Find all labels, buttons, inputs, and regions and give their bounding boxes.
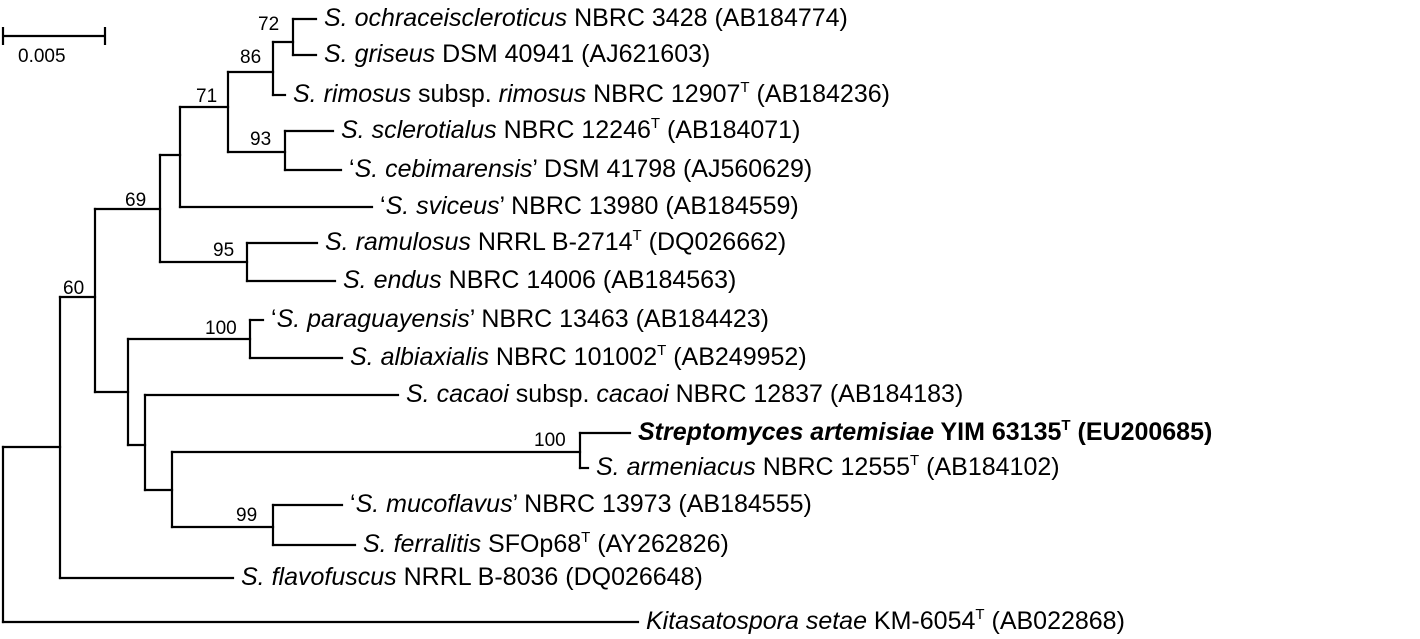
- bootstrap-values: 72 86 71 93 69 95 60 100 100 99: [63, 14, 566, 526]
- taxon-species: S. armeniacus: [596, 453, 756, 481]
- taxon-species: Streptomyces artemisiae: [638, 418, 934, 446]
- bootstrap-value: 69: [125, 190, 146, 211]
- taxon-strain: DSM 40941: [435, 40, 574, 68]
- taxon-strain: SFOp68: [481, 530, 581, 558]
- taxon-species: S. albiaxialis: [350, 343, 489, 371]
- taxon-strain: NRRL B-2714: [471, 228, 633, 256]
- taxon-accession: (AY262826): [590, 530, 729, 558]
- taxon-accession: (AB184102): [919, 453, 1059, 481]
- taxon-label-mucoflavus: ‘S. mucoflavus’ NBRC 13973 (AB184555): [350, 490, 812, 518]
- taxon-strain: NBRC 13973: [517, 490, 671, 518]
- type-strain-marker: T: [1061, 417, 1070, 434]
- taxon-accession: (DQ026662): [642, 228, 787, 256]
- taxon-accession: (AB184559): [658, 192, 798, 220]
- taxon-accession: (AB249952): [666, 343, 806, 371]
- taxon-strain: NBRC 12837: [669, 380, 823, 408]
- taxon-label-paraguayensis: ‘S. paraguayensis’ NBRC 13463 (AB184423): [271, 305, 769, 333]
- taxon-subspecies: rimosus: [499, 80, 587, 108]
- taxon-species: S. sviceus: [386, 192, 500, 220]
- taxon-species: S. sclerotialus: [341, 116, 497, 144]
- type-strain-marker: T: [740, 79, 749, 96]
- type-strain-marker: T: [581, 529, 590, 546]
- type-strain-marker: T: [975, 606, 984, 623]
- scale-bar: 0.005: [1, 27, 107, 67]
- taxon-label-ramulosus: S. ramulosus NRRL B-2714T (DQ026662): [325, 227, 786, 256]
- taxon-label-ochraceiscleroticus: S. ochraceiscleroticus NBRC 3428 (AB1847…: [324, 4, 848, 32]
- bootstrap-value: 100: [205, 318, 237, 339]
- bootstrap-value: 99: [236, 505, 257, 526]
- taxon-species: S. ferralitis: [363, 530, 481, 558]
- taxon-strain: NBRC 101002: [489, 343, 657, 371]
- taxon-accession: (AB184555): [671, 490, 811, 518]
- taxon-label-artemisiae: Streptomyces artemisiae YIM 63135T (EU20…: [638, 417, 1212, 446]
- taxon-accession: (AB184183): [823, 380, 963, 408]
- taxon-species: Kitasatospora setae: [646, 607, 867, 635]
- taxon-accession: (AB184774): [708, 4, 848, 32]
- taxon-subspecies-marker: subsp.: [509, 380, 597, 408]
- taxon-species: S. rimosus: [293, 80, 411, 108]
- taxon-species: S. cacaoi: [406, 380, 510, 408]
- bootstrap-value: 100: [534, 430, 566, 451]
- bootstrap-value: 72: [258, 14, 279, 35]
- taxon-label-sviceus: ‘S. sviceus’ NBRC 13980 (AB184559): [380, 192, 799, 220]
- taxon-subspecies-marker: subsp.: [411, 80, 499, 108]
- taxon-species: S. paraguayensis: [277, 305, 470, 333]
- taxon-accession: (AJ560629): [676, 155, 812, 183]
- scale-bar-label: 0.005: [18, 46, 66, 67]
- taxon-strain: KM-6054: [867, 607, 975, 635]
- type-strain-marker: T: [657, 342, 666, 359]
- taxon-subspecies: cacaoi: [596, 380, 670, 408]
- taxon-label-cebimarensis: ‘S. cebimarensis’ DSM 41798 (AJ560629): [349, 155, 812, 183]
- taxon-strain: NBRC 12907: [586, 80, 740, 108]
- taxon-strain: NBRC 13980: [504, 192, 658, 220]
- taxon-species: S. flavofuscus: [241, 563, 397, 591]
- bootstrap-value: 86: [240, 47, 261, 68]
- taxon-strain: NBRC 14006: [442, 266, 596, 294]
- taxon-species: S. cebimarensis: [355, 155, 533, 183]
- taxon-label-rimosus: S. rimosus subsp. rimosus NBRC 12907T (A…: [293, 79, 890, 108]
- taxon-label-cacaoi: S. cacaoi subsp. cacaoi NBRC 12837 (AB18…: [406, 380, 963, 408]
- taxon-accession: (AJ621603): [574, 40, 710, 68]
- taxon-label-albiaxialis: S. albiaxialis NBRC 101002T (AB249952): [350, 342, 807, 371]
- taxon-label-flavofuscus: S. flavofuscus NRRL B-8036 (DQ026648): [241, 563, 703, 591]
- bootstrap-value: 93: [250, 129, 271, 150]
- taxon-strain: NBRC 12246: [497, 116, 651, 144]
- taxon-strain: NBRC 13463: [474, 305, 628, 333]
- taxon-label-endus: S. endus NBRC 14006 (AB184563): [343, 266, 736, 294]
- bootstrap-value: 71: [196, 86, 217, 107]
- taxon-accession: (AB022868): [985, 607, 1125, 635]
- taxon-strain: NBRC 12555: [756, 453, 910, 481]
- taxon-accession: (AB184071): [660, 116, 800, 144]
- taxon-label-kitasatospora: Kitasatospora setae KM-6054T (AB022868): [646, 606, 1125, 635]
- taxon-strain: YIM 63135: [934, 418, 1062, 446]
- taxon-labels: S. ochraceiscleroticus NBRC 3428 (AB1847…: [241, 4, 1212, 635]
- taxon-strain: DSM 41798: [537, 155, 676, 183]
- taxon-strain: NRRL B-8036: [397, 563, 559, 591]
- tree-branches: [1, 17, 640, 624]
- taxon-accession: (AB184236): [750, 80, 890, 108]
- bootstrap-value: 60: [63, 278, 84, 299]
- type-strain-marker: T: [910, 452, 919, 469]
- type-strain-marker: T: [651, 115, 660, 132]
- taxon-accession: (AB184563): [596, 266, 736, 294]
- taxon-accession: (EU200685): [1071, 418, 1213, 446]
- taxon-species: S. ramulosus: [325, 228, 471, 256]
- bootstrap-value: 95: [213, 240, 234, 261]
- scale-bar-line: [1, 27, 107, 45]
- taxon-label-griseus: S. griseus DSM 40941 (AJ621603): [324, 40, 710, 68]
- taxon-label-sclerotialus: S. sclerotialus NBRC 12246T (AB184071): [341, 115, 800, 144]
- type-strain-marker: T: [633, 227, 642, 244]
- taxon-species: S. ochraceiscleroticus: [324, 4, 567, 32]
- taxon-label-armeniacus: S. armeniacus NBRC 12555T (AB184102): [596, 452, 1060, 481]
- taxon-species: S. griseus: [324, 40, 435, 68]
- taxon-strain: NBRC 3428: [567, 4, 707, 32]
- taxon-label-ferralitis: S. ferralitis SFOp68T (AY262826): [363, 529, 729, 558]
- taxon-accession: (AB184423): [629, 305, 769, 333]
- taxon-accession: (DQ026648): [558, 563, 703, 591]
- taxon-species: S. mucoflavus: [356, 490, 513, 518]
- taxon-species: S. endus: [343, 266, 442, 294]
